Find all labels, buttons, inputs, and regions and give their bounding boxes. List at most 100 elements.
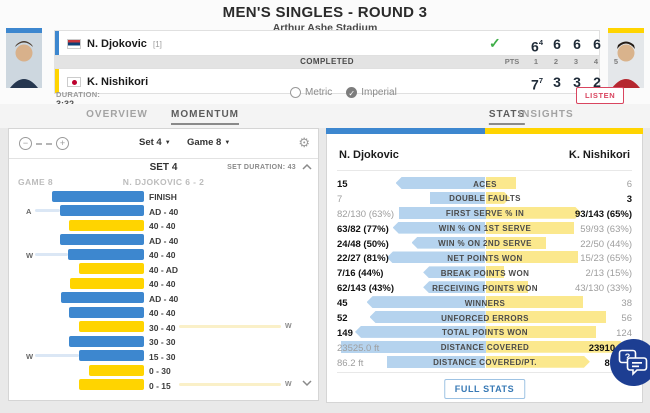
stat-value-p2: 2/13 (15%) bbox=[585, 268, 632, 280]
listen-button[interactable]: LISTEN bbox=[576, 87, 625, 104]
zoom-slider[interactable] bbox=[36, 142, 52, 145]
stat-bar-p1 bbox=[386, 251, 486, 264]
stat-value-p2: 38 bbox=[621, 298, 632, 310]
stat-bar-p1 bbox=[423, 266, 486, 279]
japan-flag-icon bbox=[67, 77, 81, 87]
scoreboard-row-player1[interactable]: N. Djokovic [1] ✓ 64 6 6 6 bbox=[54, 30, 601, 56]
set-score: 77 bbox=[531, 76, 543, 93]
scroll-down-icon[interactable] bbox=[302, 379, 314, 391]
zoom-out-icon[interactable]: − bbox=[19, 137, 32, 150]
stat-bar-p1 bbox=[386, 355, 486, 368]
stat-row: WIN % ON 2ND SERVE 24/48 (50%) 22/50 (44%) bbox=[327, 236, 642, 251]
set-columns: 1 2 3 4 5 bbox=[526, 57, 630, 66]
player2-color-bar bbox=[608, 28, 644, 33]
stat-row: TOTAL POINTS WON 149 124 bbox=[327, 325, 642, 340]
point-score-label: AD - 40 bbox=[149, 235, 179, 246]
stat-value-p1: 86.2 ft bbox=[337, 357, 364, 369]
zoom-in-icon[interactable]: + bbox=[56, 137, 69, 150]
help-chat-button[interactable]: ? bbox=[610, 339, 650, 386]
momentum-bar-p1[interactable] bbox=[60, 234, 144, 245]
stat-bar-p1 bbox=[398, 206, 486, 219]
momentum-row: FINISH bbox=[9, 189, 318, 204]
stat-bar-p1 bbox=[411, 236, 486, 249]
stat-bar-p2 bbox=[485, 266, 505, 279]
momentum-bar-p2[interactable] bbox=[70, 277, 144, 289]
point-score-label: 30 - 30 bbox=[149, 337, 176, 347]
stats-player1-name: N. Djokovic bbox=[339, 149, 399, 161]
stat-bar-p1 bbox=[392, 221, 486, 234]
point-score-label: 15 - 30 bbox=[149, 351, 176, 362]
ace-marker: A bbox=[26, 207, 32, 216]
stat-row: WINNERS 45 38 bbox=[327, 295, 642, 310]
momentum-row: 0 - 15 W bbox=[9, 378, 318, 393]
momentum-row: 40 - 40 bbox=[9, 305, 318, 320]
chat-bubbles-icon: ? bbox=[618, 349, 648, 376]
momentum-bar-p1[interactable] bbox=[69, 335, 144, 347]
stat-value-p1: 15 bbox=[337, 179, 348, 190]
point-score-label: 40 - 40 bbox=[149, 250, 176, 260]
stat-label: DISTANCE COVERED bbox=[440, 343, 530, 353]
stat-value-p2: 43/130 (33%) bbox=[574, 283, 632, 295]
momentum-bar-p1[interactable] bbox=[60, 205, 144, 216]
momentum-row: 0 - 30 bbox=[9, 363, 318, 378]
point-score-label: AD - 40 bbox=[149, 206, 179, 217]
set-column-header: 2 bbox=[553, 57, 559, 66]
stat-bar-p2 bbox=[485, 325, 596, 338]
game-result-label: N. DJOKOVIC 6 - 2 bbox=[122, 177, 205, 187]
set-dropdown[interactable]: Set 4 ▼ bbox=[139, 137, 171, 148]
stat-label: UNFORCED ERRORS bbox=[441, 313, 529, 323]
stat-row: UNFORCED ERRORS 52 56 bbox=[327, 310, 642, 325]
imperial-radio[interactable]: ✓ Imperial bbox=[346, 87, 397, 98]
tab-insights[interactable]: INSIGHTS bbox=[518, 109, 574, 120]
momentum-bar-p1[interactable] bbox=[52, 190, 144, 202]
tab-stats[interactable]: STATS bbox=[488, 109, 526, 125]
stat-value-p1: 23525.0 ft bbox=[337, 342, 380, 354]
stats-player2-name: K. Nishikori bbox=[568, 149, 630, 161]
stat-value-p1: 45 bbox=[337, 298, 348, 310]
set-score: 6 bbox=[593, 36, 601, 52]
stat-label: BREAK POINTS WON bbox=[440, 268, 530, 278]
player1-set-scores: 64 6 6 6 bbox=[527, 31, 631, 55]
metric-radio[interactable]: Metric bbox=[290, 87, 332, 98]
marker-trail bbox=[179, 325, 281, 328]
chevron-down-icon: ▼ bbox=[164, 140, 171, 146]
set-score: 2 bbox=[593, 74, 601, 90]
metric-radio-circle[interactable] bbox=[290, 87, 301, 98]
momentum-bar-p2[interactable] bbox=[79, 379, 144, 390]
full-stats-button[interactable]: FULL STATS bbox=[443, 379, 526, 399]
momentum-row: 30 - 30 bbox=[9, 334, 318, 349]
momentum-row: 40 - 40 bbox=[9, 276, 318, 291]
tab-overview[interactable]: OVERVIEW bbox=[86, 109, 148, 120]
scroll-up-icon[interactable] bbox=[302, 163, 314, 175]
player1-photo bbox=[6, 28, 42, 88]
tab-momentum[interactable]: MOMENTUM bbox=[171, 109, 239, 125]
momentum-bar-p2[interactable] bbox=[89, 364, 144, 376]
stat-row: WIN % ON 1ST SERVE 63/82 (77%) 59/93 (63%) bbox=[327, 221, 642, 236]
momentum-bar-p1[interactable] bbox=[68, 248, 144, 260]
stat-bar-p2 bbox=[485, 251, 579, 264]
imperial-radio-circle[interactable]: ✓ bbox=[346, 87, 358, 98]
stat-label: WINNERS bbox=[464, 298, 506, 308]
momentum-bar-p1[interactable] bbox=[69, 306, 144, 318]
momentum-bar-p1[interactable] bbox=[79, 350, 144, 361]
momentum-row: 40 - AD bbox=[9, 262, 318, 277]
stat-value-p1: 22/27 (81%) bbox=[337, 253, 389, 265]
stat-label: DISTANCE COVERED/PT. bbox=[433, 358, 537, 368]
tiebreak-score: 4 bbox=[538, 38, 543, 47]
momentum-bar-p2[interactable] bbox=[79, 263, 144, 274]
momentum-bar-p2[interactable] bbox=[69, 219, 144, 231]
stats-split-bar bbox=[326, 128, 643, 134]
winner-check-icon: ✓ bbox=[489, 35, 501, 51]
stat-value-p2: 15/23 (65%) bbox=[580, 253, 632, 265]
stat-bar-p1 bbox=[355, 325, 486, 338]
player2-name: K. Nishikori bbox=[87, 76, 149, 88]
momentum-bar-p1[interactable] bbox=[61, 292, 144, 303]
momentum-bar-p2[interactable] bbox=[79, 321, 144, 332]
gear-icon[interactable]: ⚙ bbox=[298, 135, 310, 150]
game-dropdown[interactable]: Game 8 ▼ bbox=[187, 137, 230, 148]
momentum-row: AD - 40 bbox=[9, 291, 318, 306]
stat-value-p1: 149 bbox=[337, 327, 353, 339]
svg-text:?: ? bbox=[625, 352, 631, 362]
stat-bar-p2 bbox=[486, 356, 590, 368]
scoreboard-row-player2[interactable]: K. Nishikori 77 3 3 2 bbox=[54, 68, 601, 94]
